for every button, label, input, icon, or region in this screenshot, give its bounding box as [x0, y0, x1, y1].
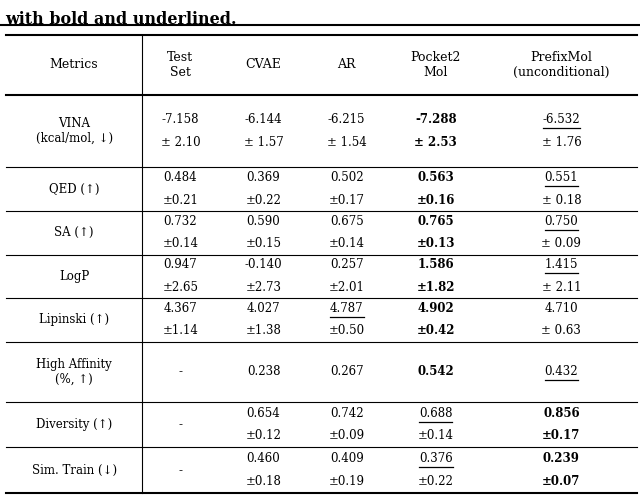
Text: ±0.19: ±0.19: [329, 475, 365, 488]
Text: 0.369: 0.369: [246, 171, 280, 184]
Text: AR: AR: [337, 58, 356, 72]
Text: ±0.22: ±0.22: [418, 475, 454, 488]
Text: ±1.82: ±1.82: [417, 281, 455, 294]
Text: ±0.14: ±0.14: [163, 237, 198, 250]
Text: 0.856: 0.856: [543, 407, 580, 419]
Text: 0.239: 0.239: [543, 452, 580, 465]
Text: -7.288: -7.288: [415, 113, 456, 126]
Text: ±0.09: ±0.09: [329, 429, 365, 442]
Text: -6.144: -6.144: [244, 113, 282, 126]
Text: ±0.17: ±0.17: [542, 429, 580, 442]
Text: -6.532: -6.532: [543, 113, 580, 126]
Text: 4.787: 4.787: [330, 302, 364, 315]
Text: ± 1.57: ± 1.57: [244, 136, 284, 149]
Text: 0.590: 0.590: [246, 215, 280, 228]
Text: LogP: LogP: [59, 270, 89, 283]
Text: -0.140: -0.140: [244, 258, 282, 271]
Text: 0.765: 0.765: [417, 215, 454, 228]
Text: 0.432: 0.432: [545, 365, 578, 378]
Text: ±0.14: ±0.14: [418, 429, 454, 442]
Text: ±0.13: ±0.13: [417, 237, 455, 250]
Text: ± 2.53: ± 2.53: [414, 136, 457, 149]
Text: ±2.01: ±2.01: [329, 281, 365, 294]
Text: 0.563: 0.563: [417, 171, 454, 184]
Text: ±0.12: ±0.12: [246, 429, 282, 442]
Text: 4.902: 4.902: [417, 302, 454, 315]
Text: ± 0.63: ± 0.63: [541, 325, 581, 337]
Text: 0.409: 0.409: [330, 452, 364, 465]
Text: ± 1.76: ± 1.76: [541, 136, 581, 149]
Text: High Affinity
(%, ↑): High Affinity (%, ↑): [36, 358, 112, 386]
Text: 0.750: 0.750: [545, 215, 579, 228]
Text: -: -: [179, 418, 182, 431]
Text: SA (↑): SA (↑): [54, 226, 94, 239]
Text: ±0.17: ±0.17: [329, 194, 365, 207]
Text: Pocket2
Mol: Pocket2 Mol: [410, 51, 461, 79]
Text: 0.947: 0.947: [164, 258, 197, 271]
Text: 0.484: 0.484: [164, 171, 197, 184]
Text: with bold and underlined.: with bold and underlined.: [5, 11, 237, 28]
Text: 0.542: 0.542: [417, 365, 454, 378]
Text: 0.238: 0.238: [247, 365, 280, 378]
Text: ± 2.10: ± 2.10: [161, 136, 200, 149]
Text: ±0.14: ±0.14: [329, 237, 365, 250]
Text: 4.710: 4.710: [545, 302, 578, 315]
Text: ±0.07: ±0.07: [542, 475, 580, 488]
Text: 1.586: 1.586: [417, 258, 454, 271]
Text: ±1.14: ±1.14: [163, 325, 198, 337]
Text: ±0.42: ±0.42: [417, 325, 455, 337]
Text: ±0.15: ±0.15: [246, 237, 282, 250]
Text: -: -: [179, 365, 182, 378]
Text: -7.158: -7.158: [162, 113, 199, 126]
Text: ±0.22: ±0.22: [246, 194, 282, 207]
Text: 1.415: 1.415: [545, 258, 578, 271]
Text: ±1.38: ±1.38: [246, 325, 282, 337]
Text: VINA
(kcal/mol, ↓): VINA (kcal/mol, ↓): [35, 117, 113, 145]
Text: ± 2.11: ± 2.11: [541, 281, 581, 294]
Text: ±0.16: ±0.16: [417, 194, 455, 207]
Text: Metrics: Metrics: [50, 58, 99, 72]
Text: Test
Set: Test Set: [168, 51, 193, 79]
Text: Diversity (↑): Diversity (↑): [36, 418, 112, 431]
Text: QED (↑): QED (↑): [49, 183, 99, 196]
Text: ±2.73: ±2.73: [246, 281, 282, 294]
Text: Lipinski (↑): Lipinski (↑): [39, 314, 109, 327]
Text: CVAE: CVAE: [246, 58, 282, 72]
Text: 0.742: 0.742: [330, 407, 364, 419]
Text: 0.460: 0.460: [246, 452, 280, 465]
Text: ±0.21: ±0.21: [163, 194, 198, 207]
Text: -6.215: -6.215: [328, 113, 365, 126]
Text: 0.502: 0.502: [330, 171, 364, 184]
Text: 0.654: 0.654: [246, 407, 280, 419]
Text: 0.732: 0.732: [164, 215, 197, 228]
Text: ± 0.18: ± 0.18: [541, 194, 581, 207]
Text: ±2.65: ±2.65: [163, 281, 198, 294]
Text: 0.267: 0.267: [330, 365, 364, 378]
Text: 4.367: 4.367: [164, 302, 197, 315]
Text: 0.257: 0.257: [330, 258, 364, 271]
Text: PrefixMol
(unconditional): PrefixMol (unconditional): [513, 51, 610, 79]
Text: ± 1.54: ± 1.54: [327, 136, 367, 149]
Text: -: -: [179, 464, 182, 477]
Text: 0.551: 0.551: [545, 171, 578, 184]
Text: ±0.50: ±0.50: [329, 325, 365, 337]
Text: 0.675: 0.675: [330, 215, 364, 228]
Text: 0.688: 0.688: [419, 407, 452, 419]
Text: ± 0.09: ± 0.09: [541, 237, 581, 250]
Text: Sim. Train (↓): Sim. Train (↓): [31, 464, 116, 477]
Text: ±0.18: ±0.18: [246, 475, 282, 488]
Text: 4.027: 4.027: [247, 302, 280, 315]
Text: 0.376: 0.376: [419, 452, 452, 465]
